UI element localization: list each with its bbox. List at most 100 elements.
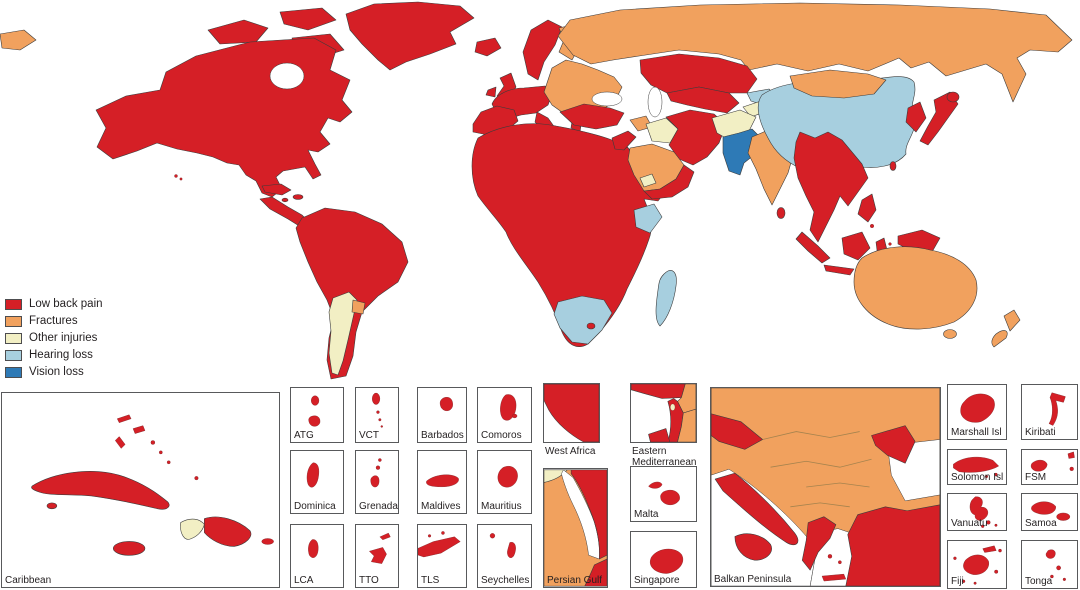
vanuatu-islet-2	[981, 524, 985, 528]
west-africa-map	[544, 384, 599, 442]
region-hawaii-2	[179, 177, 183, 181]
malta-map	[648, 481, 680, 506]
inset-balkan-peninsula: Balkan Peninsula	[710, 387, 941, 587]
eastmed-southeast	[677, 408, 696, 442]
region-turkey	[559, 103, 625, 130]
region-ireland	[485, 86, 497, 98]
tonga-island-2	[1056, 565, 1061, 571]
fsm-island-2	[1067, 451, 1075, 459]
fiji-map	[953, 545, 1002, 585]
inset-label-kiribati: Kiribati	[1025, 427, 1056, 438]
inset-fsm: FSM	[1021, 449, 1078, 485]
balkan-italy-south	[734, 533, 772, 561]
region-hawaii-1	[174, 174, 178, 178]
eastern-mediterranean-map	[631, 384, 696, 442]
persian-gulf-oman	[584, 558, 607, 587]
solomon-islet-2	[984, 474, 988, 478]
region-kazakhstan	[639, 53, 758, 94]
solomon-isl-map	[953, 456, 1000, 478]
world-map	[0, 1, 1073, 380]
bahamas-islet-2	[132, 425, 146, 434]
region-hokkaido	[946, 91, 960, 103]
region-south-america	[295, 207, 409, 380]
persian-gulf-map	[544, 469, 607, 587]
balkan-map	[711, 388, 940, 586]
legend-item-low-back-pain: Low back pain	[5, 296, 103, 312]
region-haiti	[180, 518, 205, 540]
inset-west-africa	[543, 383, 600, 443]
inset-label-eastern-mediterranean: Eastern Mediterranean	[632, 446, 697, 468]
balkan-border-3	[806, 482, 870, 488]
region-iceland	[474, 37, 502, 57]
caspian-sea	[647, 86, 663, 118]
legend-item-vision-loss: Vision loss	[5, 364, 103, 380]
balkan-turkey	[845, 504, 940, 586]
fiji-islet-1	[953, 556, 957, 560]
region-jamaica	[112, 541, 146, 556]
black-sea	[591, 91, 623, 107]
persian-gulf-kuwait	[544, 469, 568, 483]
comoros-island-2	[512, 413, 518, 419]
legend-item-other-injuries: Other injuries	[5, 330, 103, 346]
atg-island-1	[311, 395, 320, 406]
region-indonesia-maluku-2	[888, 242, 892, 246]
inset-tonga: Tonga	[1021, 540, 1078, 589]
region-africa	[471, 123, 667, 347]
fiji-islet-3	[961, 579, 966, 583]
solomon-islands	[953, 456, 1000, 473]
map-legend: Low back pain Fractures Other injuries H…	[5, 296, 103, 381]
inset-label-lca: LCA	[294, 575, 314, 586]
region-korea	[905, 101, 927, 133]
fiji-islet-4	[998, 548, 1002, 553]
tto-map	[368, 532, 391, 564]
inset-maldives: Maldives	[417, 450, 467, 514]
inset-label-maldives: Maldives	[421, 501, 461, 512]
legend-label-hearing-loss: Hearing loss	[29, 349, 93, 361]
inset-vct: VCT	[355, 387, 399, 443]
inset-persian-gulf: Persian Gulf	[543, 468, 608, 588]
inset-label-tls: TLS	[421, 575, 440, 586]
tto-tobago	[379, 532, 391, 540]
region-canadian-arctic-2	[279, 7, 337, 31]
marshall-islands	[960, 393, 995, 423]
tls-islet-2	[427, 534, 432, 538]
tonga-map	[1045, 549, 1066, 581]
samoa-island-1	[1031, 501, 1056, 515]
dominica-map	[306, 462, 320, 488]
inset-tto: TTO	[355, 524, 399, 588]
region-puerto-rico	[261, 538, 274, 545]
kiribati-map	[1048, 392, 1066, 426]
inset-malta: Malta	[630, 466, 697, 522]
region-chukotka	[0, 29, 37, 51]
inset-label-vct: VCT	[359, 430, 379, 441]
inset-vanuatu: Vanuatu	[947, 493, 1007, 531]
seychelles-island-1	[489, 533, 496, 539]
legend-swatch-hearing-loss	[5, 349, 22, 361]
caribbean-map	[31, 414, 274, 556]
samoa-map	[1031, 501, 1071, 521]
legend-swatch-fractures	[5, 315, 22, 327]
bahamas-islet-6	[166, 460, 171, 465]
inset-caribbean: Caribbean	[1, 392, 280, 588]
eastmed-southwest	[648, 428, 671, 442]
region-canadian-arctic-1	[207, 19, 269, 45]
seychelles-island-2	[507, 542, 516, 558]
inset-solomon-isl: Solomon Isl	[947, 449, 1007, 485]
mauritius-island	[497, 466, 518, 488]
grenada-island-2	[375, 465, 381, 470]
region-argentina	[328, 291, 358, 376]
vct-island-4	[380, 425, 383, 428]
bahamas-islet-5	[159, 450, 163, 455]
inset-label-marshall-isl: Marshall Isl	[951, 427, 1002, 438]
region-southeast-asia	[793, 131, 869, 243]
inset-barbados: Barbados	[417, 387, 467, 443]
legend-swatch-vision-loss	[5, 366, 22, 378]
persian-gulf-sea	[561, 469, 600, 560]
inset-tls: TLS	[417, 524, 467, 588]
legend-swatch-low-back-pain	[5, 298, 22, 310]
region-iran	[665, 109, 727, 166]
persian-gulf-iran	[570, 469, 607, 560]
inset-samoa: Samoa	[1021, 493, 1078, 531]
hudson-bay	[269, 62, 305, 90]
